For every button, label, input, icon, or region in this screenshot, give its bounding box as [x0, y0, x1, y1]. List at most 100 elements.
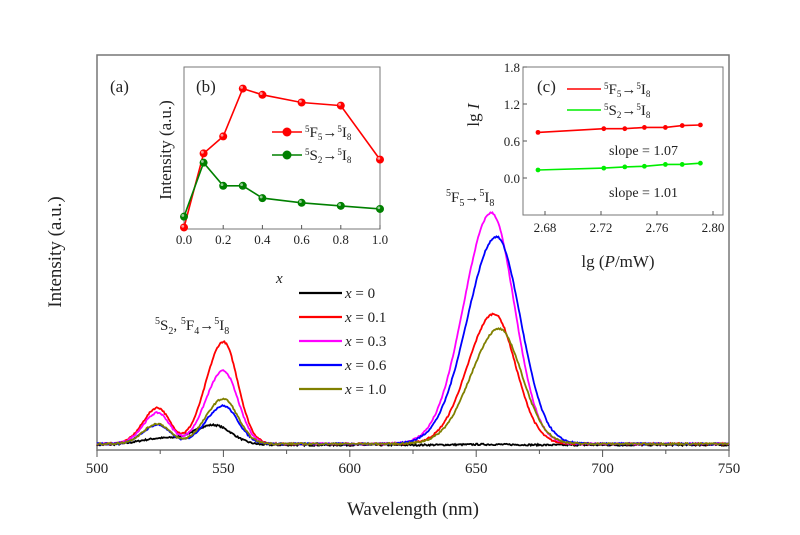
inset-b-legend-label-0: 5F5→5I8 [305, 124, 352, 142]
annotation-red-peak: 5F5→5I8 [446, 188, 494, 209]
spectrum-line-4 [96, 327, 730, 446]
inset-b-x-tick-label: 0.8 [333, 232, 349, 247]
legend-label-4: x = 1.0 [344, 382, 386, 398]
inset-b-point [376, 155, 384, 164]
inset-b-point [336, 101, 345, 110]
legend-label-0: x = 0 [344, 286, 375, 302]
inset-c-y-tick-label: 1.8 [504, 60, 520, 75]
inset-c-x-tick-label: 2.68 [534, 220, 557, 235]
main-x-tick-label: 650 [465, 461, 488, 477]
inset-b-point-highlight [220, 183, 224, 187]
slope-label-green: slope = 1.01 [609, 186, 678, 201]
slope-label-red: slope = 1.07 [609, 144, 678, 159]
main-x-tick-label: 750 [718, 461, 741, 477]
main-x-tick-label: 600 [339, 461, 362, 477]
inset-c-y-tick-label: 0.0 [504, 171, 520, 186]
inset-c-y-axis-title: lg I [464, 102, 483, 126]
inset-c-point [601, 126, 607, 132]
inset-c-point [622, 126, 628, 132]
inset-b-point [199, 149, 208, 158]
main-y-axis-title: Intensity (a.u.) [45, 196, 66, 307]
panel-label-a: (a) [110, 77, 129, 96]
inset-b-point-highlight [181, 224, 185, 228]
inset-c-x-axis-title: lg (P/mW) [581, 252, 654, 271]
inset-c-y-tick-label: 1.2 [504, 97, 520, 112]
inset-b-x-tick-label: 0.4 [254, 232, 271, 247]
panel-label-b: (b) [196, 77, 216, 96]
inset-b-point-highlight [377, 206, 381, 210]
inset-b-point [238, 181, 247, 190]
main-legend: x = 0 x = 0.1 x = 0.3 x = 0.6 x = 1.0 [299, 286, 387, 398]
inset-b-x-tick-label: 0.6 [293, 232, 310, 247]
main-x-tick-label: 550 [212, 461, 235, 477]
inset-b-point-highlight [377, 156, 381, 160]
legend-title: x [275, 271, 283, 287]
inset-b-point-highlight [181, 214, 185, 217]
inset-c-point [679, 123, 685, 128]
main-x-axis-title: Wavelength (nm) [347, 499, 479, 520]
inset-b-point [180, 212, 188, 221]
inset-b-line-1 [183, 161, 381, 217]
inset-c-x-tick-label: 2.76 [646, 220, 669, 235]
inset-c-x-tick-label: 2.72 [590, 220, 613, 235]
main-x-tick-label: 700 [591, 461, 614, 477]
legend-label-3: x = 0.6 [344, 358, 387, 374]
inset-c-x-tick-label: 2.80 [702, 220, 725, 235]
inset-b-point-highlight [259, 195, 263, 199]
inset-c-legend-label-0: 5F5→5I8 [604, 81, 651, 99]
legend-label-1: x = 0.1 [344, 310, 386, 326]
inset-b-point-highlight [240, 183, 244, 187]
inset-c-frame [522, 66, 724, 216]
inset-b-frame [183, 66, 381, 230]
inset-b-point [336, 201, 345, 210]
inset-b-point-highlight [338, 203, 341, 207]
inset-c-point [535, 129, 541, 135]
inset-b-point-highlight [220, 133, 224, 137]
inset-c-point [622, 164, 628, 170]
inset-b-point-highlight [201, 160, 204, 163]
panel-label-c: (c) [537, 77, 556, 96]
inset-b-point [219, 132, 228, 141]
inset-b-y-axis-title: Intensity (a.u.) [156, 100, 175, 200]
inset-b-point [258, 90, 267, 99]
inset-b-point-highlight [338, 102, 341, 106]
main-curves [96, 211, 730, 448]
inset-c-point [601, 165, 607, 171]
inset-b-point [238, 84, 247, 93]
inset-c-content: 2.68 2.72 2.76 2.80 0.0 0.6 1.2 1.8 5F5→5I8 5S2→5… [504, 60, 725, 235]
inset-c-legend-label-1: 5S2→5I8 [604, 102, 651, 120]
inset-b-point [297, 98, 306, 107]
inset-b-point [219, 181, 228, 190]
inset-c-point [698, 122, 703, 128]
inset-b-x-tick-label: 0.2 [215, 232, 231, 247]
inset-b-point-highlight [259, 92, 263, 95]
inset-c-y-tick-label: 0.6 [504, 134, 521, 149]
main-x-tick-label: 500 [86, 461, 109, 477]
inset-b-legend-marker-0 [282, 127, 292, 137]
inset-b-point-highlight [299, 200, 302, 203]
annotation-green-peak: 5S2, 5F4→5I8 [155, 316, 229, 337]
inset-c-point [679, 162, 685, 167]
inset-b-content: 0.0 0.2 0.4 0.6 0.8 1.0 5F5→5I8 5S2→5I8 [176, 84, 388, 247]
inset-b-point-highlight [299, 99, 302, 103]
inset-b-line-0 [183, 87, 381, 228]
inset-b-point [376, 204, 384, 213]
main-x-ticks: 500 550 600 650 700 750 [86, 450, 741, 477]
inset-b-point [199, 158, 208, 167]
inset-b-legend-label-1: 5S2→5I8 [305, 147, 352, 165]
legend-label-2: x = 0.3 [344, 334, 386, 350]
inset-b-point [297, 198, 306, 207]
inset-b-point-highlight [201, 150, 204, 154]
inset-c-point [698, 160, 703, 166]
inset-b-x-tick-label: 0.0 [176, 232, 192, 247]
inset-b-point-highlight [240, 86, 244, 89]
inset-b-point [180, 223, 188, 232]
inset-c-point [535, 167, 541, 173]
inset-b-point [258, 194, 267, 203]
inset-c-point [642, 125, 647, 130]
inset-c-point [663, 162, 668, 167]
inset-b-x-tick-label: 1.0 [372, 232, 388, 247]
inset-c-point [663, 125, 668, 130]
inset-c-point [642, 163, 647, 169]
